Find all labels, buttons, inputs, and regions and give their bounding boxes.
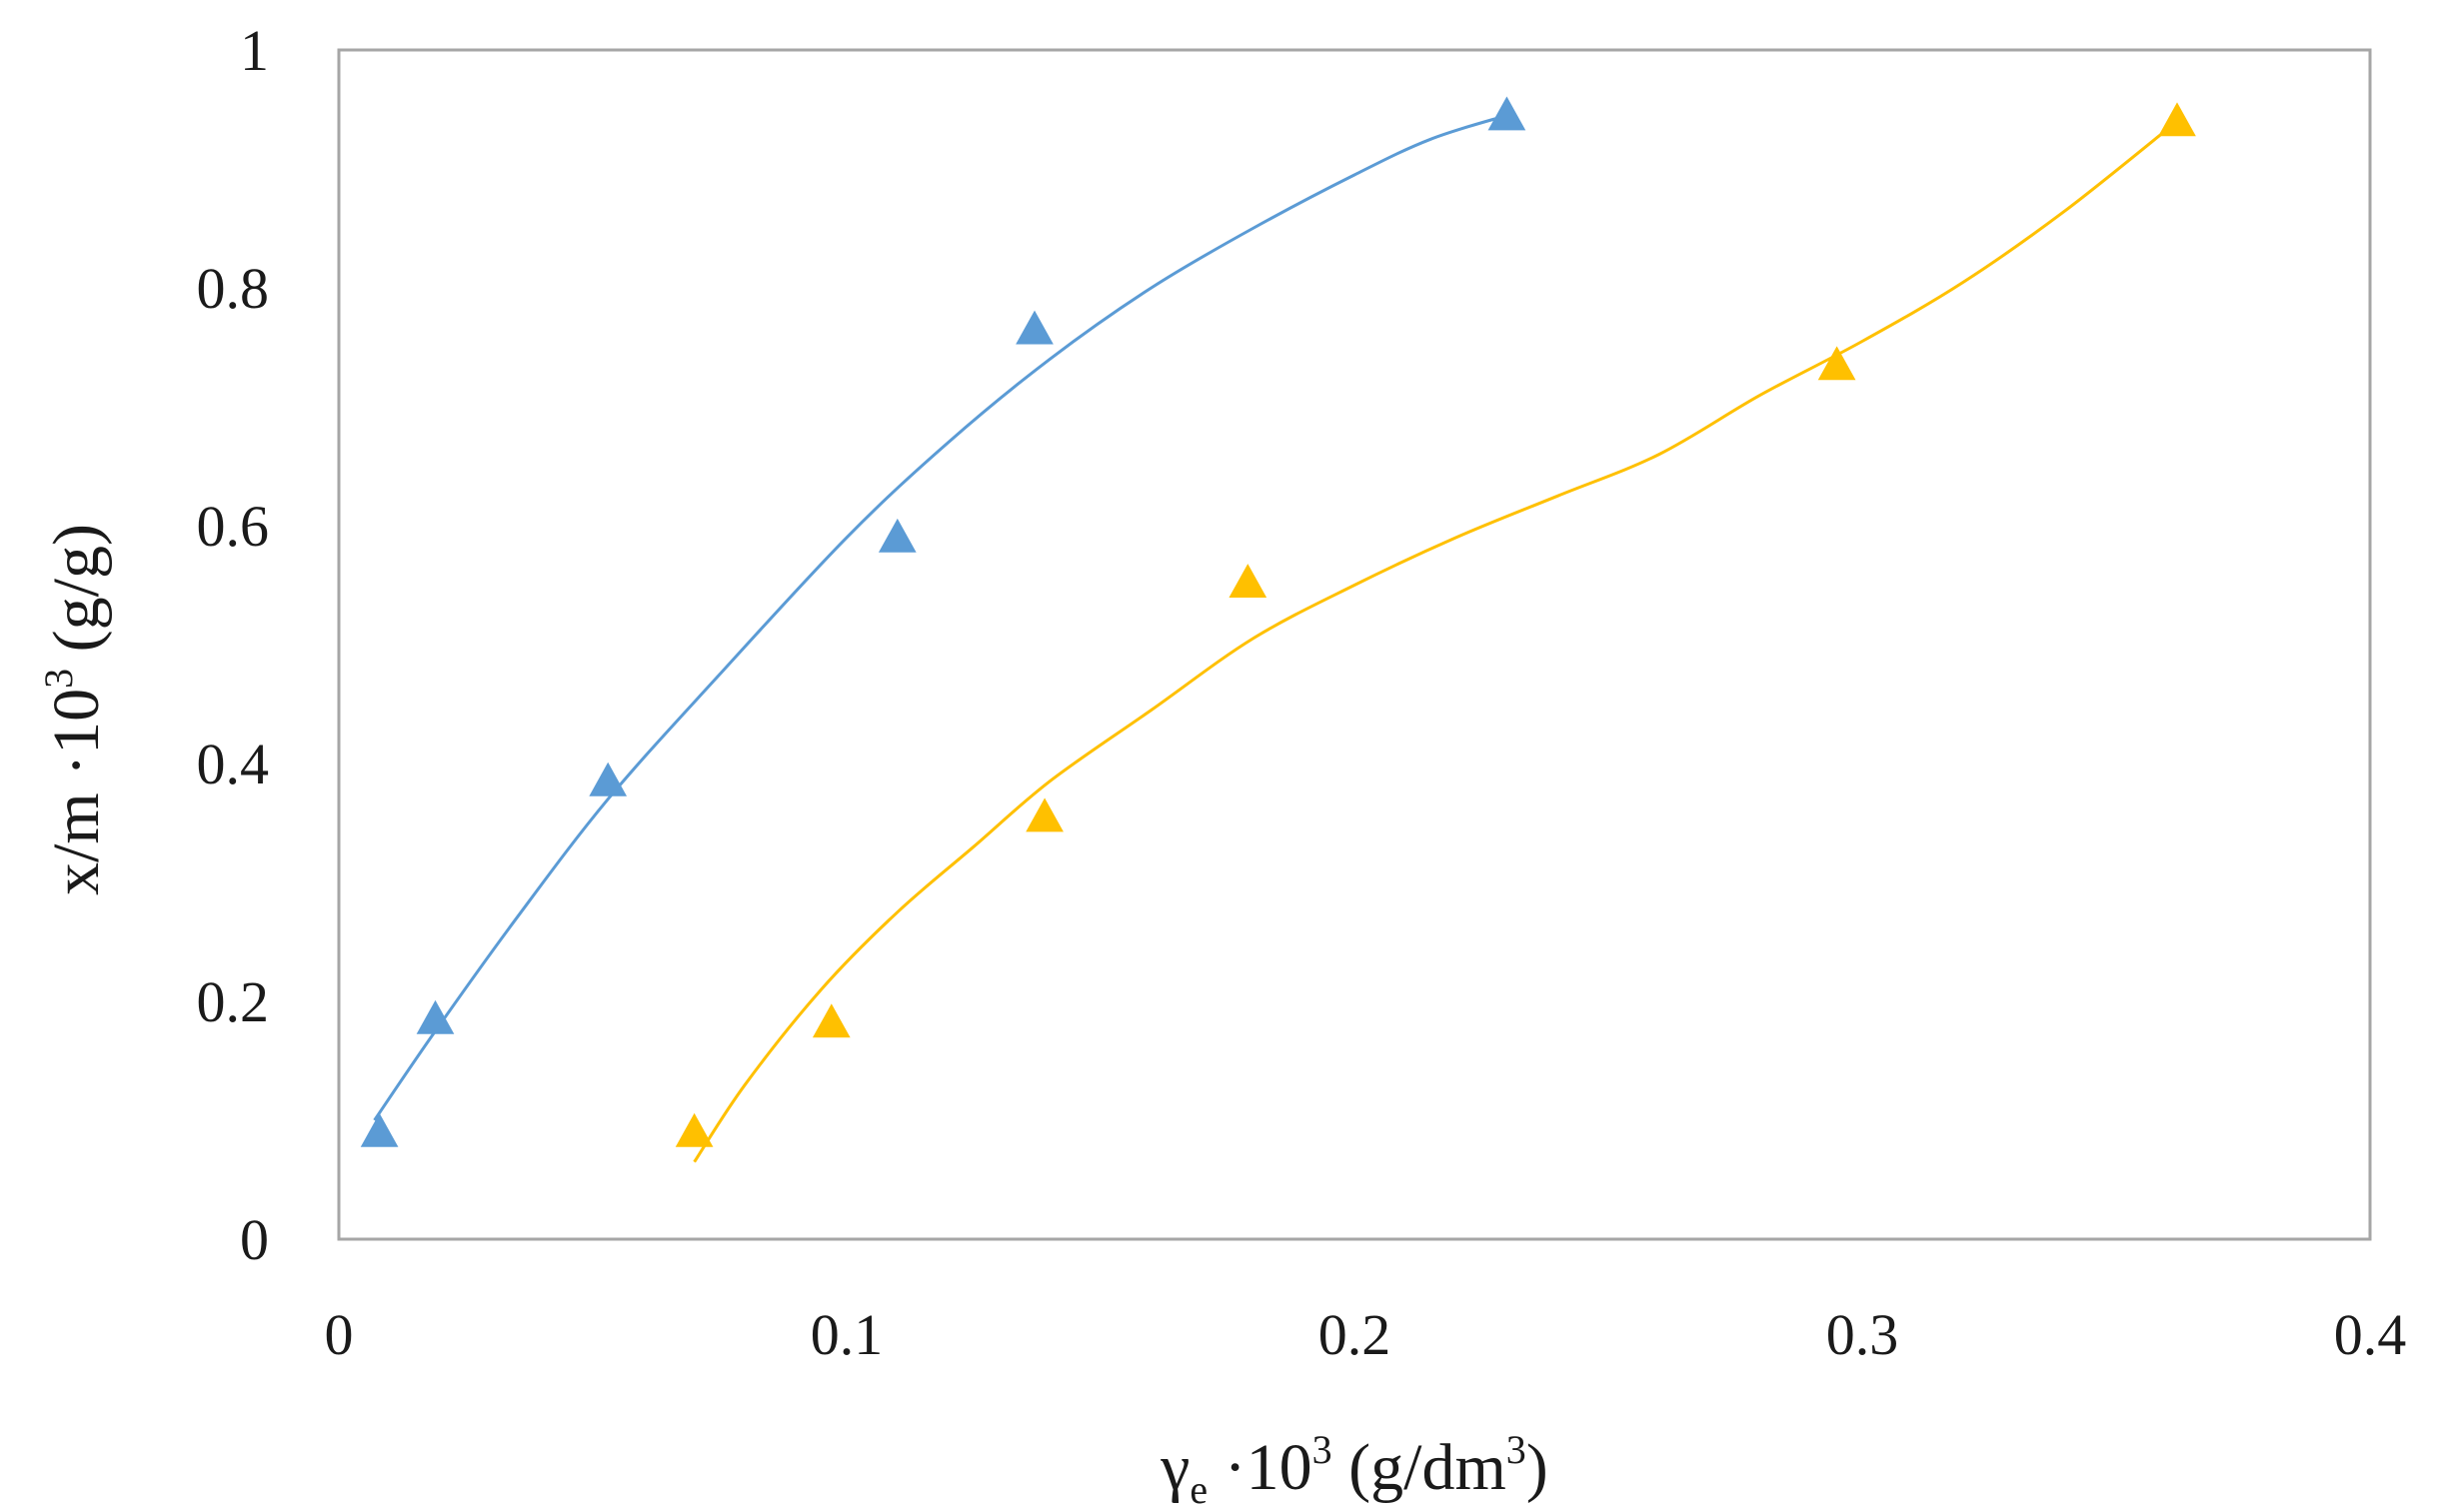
y-tick-label: 0.4 [197, 732, 270, 796]
series-2-point [2158, 102, 2196, 137]
series-2-point [1228, 564, 1267, 598]
y-tick-label: 0.6 [197, 494, 270, 559]
x-tick-label: 0.2 [1318, 1302, 1391, 1367]
y-tick-labels: 0 0.2 0.4 0.6 0.8 1 [197, 18, 270, 1272]
trendlines [373, 114, 2178, 1163]
x-tick-label: 0.1 [811, 1302, 884, 1367]
y-tick-label: 0 [240, 1207, 269, 1272]
series-1-point [589, 761, 628, 796]
series-2-point [812, 1003, 851, 1038]
data-points [360, 96, 2196, 1147]
series-2-point [1026, 797, 1064, 832]
x-tick-label: 0.3 [1826, 1302, 1899, 1367]
series-1-point [1016, 310, 1054, 345]
plot-area-frame [337, 48, 2372, 1241]
series-1-point [878, 518, 917, 553]
y-tick-label: 0.8 [197, 256, 270, 321]
series-2-point [675, 1112, 714, 1147]
x-tick-label: 0 [325, 1302, 354, 1367]
x-tick-label: 0.4 [2334, 1302, 2407, 1367]
series-2-trendline [693, 120, 2178, 1163]
series-1-point [360, 1112, 399, 1147]
series-1-point [1487, 96, 1526, 131]
x-tick-labels: 0 0.1 0.2 0.3 0.4 [325, 1302, 2407, 1367]
y-tick-label: 0.2 [197, 969, 270, 1034]
x-axis-title: γe ·103 (g/dm3) [1160, 1427, 1548, 1512]
series-1-point [416, 999, 455, 1034]
y-tick-label: 1 [240, 18, 269, 83]
y-axis-title: x/m ·103 (g/g) [36, 524, 113, 895]
series-1-trendline [373, 114, 1507, 1121]
series-2-point [1817, 346, 1856, 381]
